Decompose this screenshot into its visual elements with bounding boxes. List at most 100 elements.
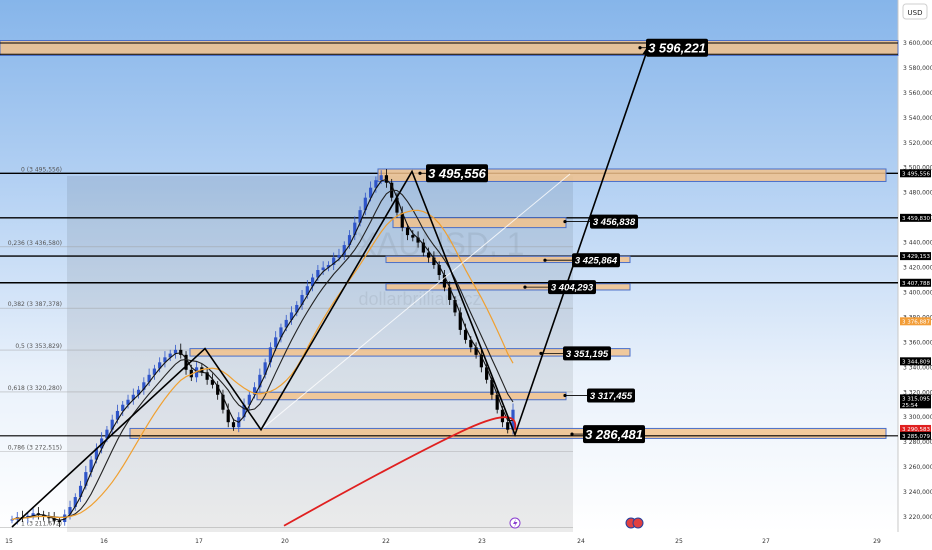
- candle-body: [469, 339, 473, 348]
- event-icons[interactable]: [509, 517, 644, 529]
- candle-body: [274, 337, 278, 348]
- us-flag-icon[interactable]: [632, 517, 644, 529]
- price-callout-box: [548, 280, 596, 295]
- price-callout-box: [587, 388, 635, 403]
- candle-body: [295, 304, 299, 313]
- candle-body: [358, 210, 362, 223]
- fib-level-label: 0,5 (3 353,829): [15, 343, 62, 350]
- candle-body: [326, 265, 331, 268]
- price-callout-box: [646, 38, 708, 57]
- candle-body: [121, 404, 125, 411]
- candle-body: [226, 409, 230, 423]
- price-axis-tick: 3 540,000: [903, 115, 932, 122]
- candle-body: [300, 294, 304, 305]
- moving-average-mid: [11, 189, 514, 521]
- price-axis-tag-label: 3 407,788: [902, 281, 930, 287]
- candle-body: [321, 267, 325, 271]
- price-callout-label: 3 495,556: [428, 166, 487, 181]
- candle-body: [36, 513, 40, 515]
- candle-body: [42, 514, 46, 517]
- price-axis-tag: [900, 357, 931, 366]
- price-axis-tick: 3 320,000: [903, 389, 932, 396]
- time-axis-tick: 24: [577, 538, 585, 545]
- price-axis-tick: 3 260,000: [903, 464, 932, 471]
- candle-body: [395, 197, 399, 213]
- candle-body: [305, 286, 309, 295]
- countdown-label: 25:54: [902, 403, 918, 409]
- price-axis-tick: 3 560,000: [903, 90, 932, 97]
- candle-body: [63, 514, 67, 522]
- projection-line: [11, 47, 649, 528]
- candle-body: [142, 382, 146, 390]
- candle-body: [158, 362, 162, 369]
- candle-body: [89, 459, 93, 473]
- price-axis-tick: 3 440,000: [903, 240, 932, 247]
- price-axis-tick: 3 280,000: [903, 439, 932, 446]
- price-callout-label: 3 596,221: [648, 40, 706, 55]
- price-zone: [392, 217, 567, 229]
- price-axis-tag: [900, 394, 931, 409]
- candle-body: [78, 485, 83, 498]
- candle-body: [184, 354, 188, 370]
- candle-body: [363, 197, 367, 211]
- price-axis-tag-label: 3 315,095: [902, 396, 930, 402]
- candle-body: [316, 270, 320, 278]
- price-axis-tag-label: 3 495,556: [902, 171, 930, 177]
- price-axis-tick: 3 580,000: [903, 65, 932, 72]
- candle-body: [94, 448, 98, 460]
- price-callout-box: [583, 425, 645, 444]
- candle-body: [347, 235, 352, 246]
- candle-body: [152, 368, 156, 375]
- candles: [10, 168, 515, 527]
- moving-average-fast: [11, 178, 513, 521]
- candle-body: [448, 287, 452, 300]
- candle-body: [284, 319, 288, 328]
- fib-level-label: 1 (3 211,672): [21, 520, 62, 527]
- candle-body: [353, 222, 357, 236]
- candle-body: [10, 519, 14, 521]
- price-axis-tag-label: 3 459,830: [902, 216, 930, 222]
- candle-body: [342, 245, 346, 256]
- candle-body: [500, 409, 505, 423]
- price-callout-label: 3 425,864: [575, 256, 618, 267]
- candle-body: [242, 404, 246, 418]
- fib-level-label: 0,382 (3 387,378): [8, 301, 62, 308]
- candle-body: [168, 353, 172, 358]
- price-axis-tick: 3 600,000: [903, 40, 932, 47]
- time-axis-tick: 23: [478, 538, 486, 545]
- price-callout-box: [426, 164, 488, 183]
- candle-body: [163, 357, 167, 363]
- candle-body: [247, 394, 251, 405]
- price-axis-tag: [900, 431, 931, 440]
- candle-body: [147, 374, 151, 383]
- price-axis-panel: [898, 0, 932, 550]
- price-axis-tick: 3 420,000: [903, 265, 932, 272]
- price-callout-label: 3 351,195: [566, 349, 609, 360]
- candle-body: [495, 394, 499, 410]
- candle-body: [369, 187, 373, 198]
- candle-body: [463, 329, 468, 340]
- currency-button[interactable]: USD: [902, 3, 928, 20]
- time-axis-tick: 22: [382, 538, 390, 545]
- candle-body: [427, 252, 431, 258]
- candle-body: [31, 513, 35, 516]
- price-axis-tag-label: 3 344,809: [902, 359, 930, 365]
- candle-body: [437, 265, 441, 276]
- time-axis-tick: 17: [195, 538, 203, 545]
- candle-body: [400, 212, 404, 228]
- price-axis-tag: [900, 424, 931, 433]
- candle-body: [263, 362, 267, 375]
- candle-body: [73, 497, 77, 508]
- candle-body: [421, 242, 425, 253]
- price-axis-tag-label: 3 429,153: [902, 254, 930, 260]
- fib-level-label: 0 (3 495,556): [21, 166, 62, 173]
- price-axis-tag: [900, 213, 931, 222]
- time-axis-tick: 29: [873, 538, 881, 545]
- price-axis-tick: 3 500,000: [903, 165, 932, 172]
- candle-body: [52, 518, 56, 521]
- price-callout-label: 3 456,838: [593, 217, 636, 228]
- price-axis-tag-label: 3 290,583: [902, 427, 930, 433]
- candle-body: [474, 347, 478, 355]
